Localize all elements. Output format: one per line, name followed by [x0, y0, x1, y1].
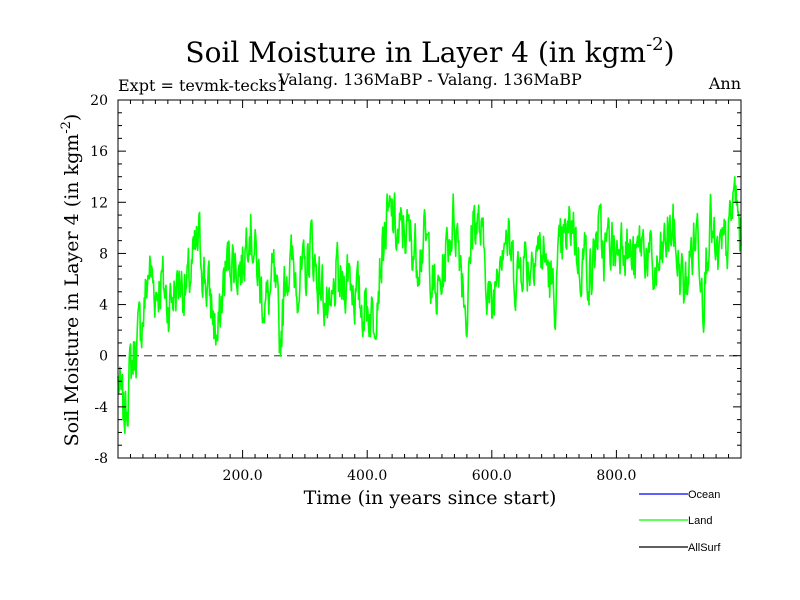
y-tick-label: 4 [99, 298, 108, 314]
series-line-land [117, 176, 742, 435]
legend-label-ocean: Ocean [688, 489, 720, 501]
x-tick-label: 800.0 [596, 468, 636, 484]
y-tick-label: 12 [90, 195, 108, 211]
experiment-label: Expt = tevmk-tecks1 [118, 76, 287, 95]
legend-label-allsurf: AllSurf [688, 542, 721, 554]
x-axis-label: Time (in years since start) [304, 487, 557, 509]
x-tick-label: 600.0 [472, 468, 512, 484]
y-tick-label: 8 [99, 246, 108, 262]
season-label: Ann [708, 74, 741, 93]
y-tick-label: -8 [94, 451, 108, 467]
y-tick-label: -4 [94, 400, 108, 416]
chart-title: Soil Moisture in Layer 4 (in kgm-2) [185, 34, 674, 69]
plot-frame [117, 99, 742, 459]
y-tick-label: 0 [99, 349, 108, 365]
legend: Ocean Land AllSurf [639, 489, 721, 554]
x-tick-label: 200.0 [223, 468, 263, 484]
y-tick-label: 16 [90, 144, 108, 160]
y-axis-label: Soil Moisture in Layer 4 (in kgm-2) [59, 114, 83, 447]
y-tick-label: 20 [90, 93, 108, 109]
chart-subtitle: Valang. 136MaBP - Valang. 136MaBP [277, 70, 582, 89]
legend-label-land: Land [688, 515, 712, 527]
x-tick-label: 400.0 [347, 468, 387, 484]
